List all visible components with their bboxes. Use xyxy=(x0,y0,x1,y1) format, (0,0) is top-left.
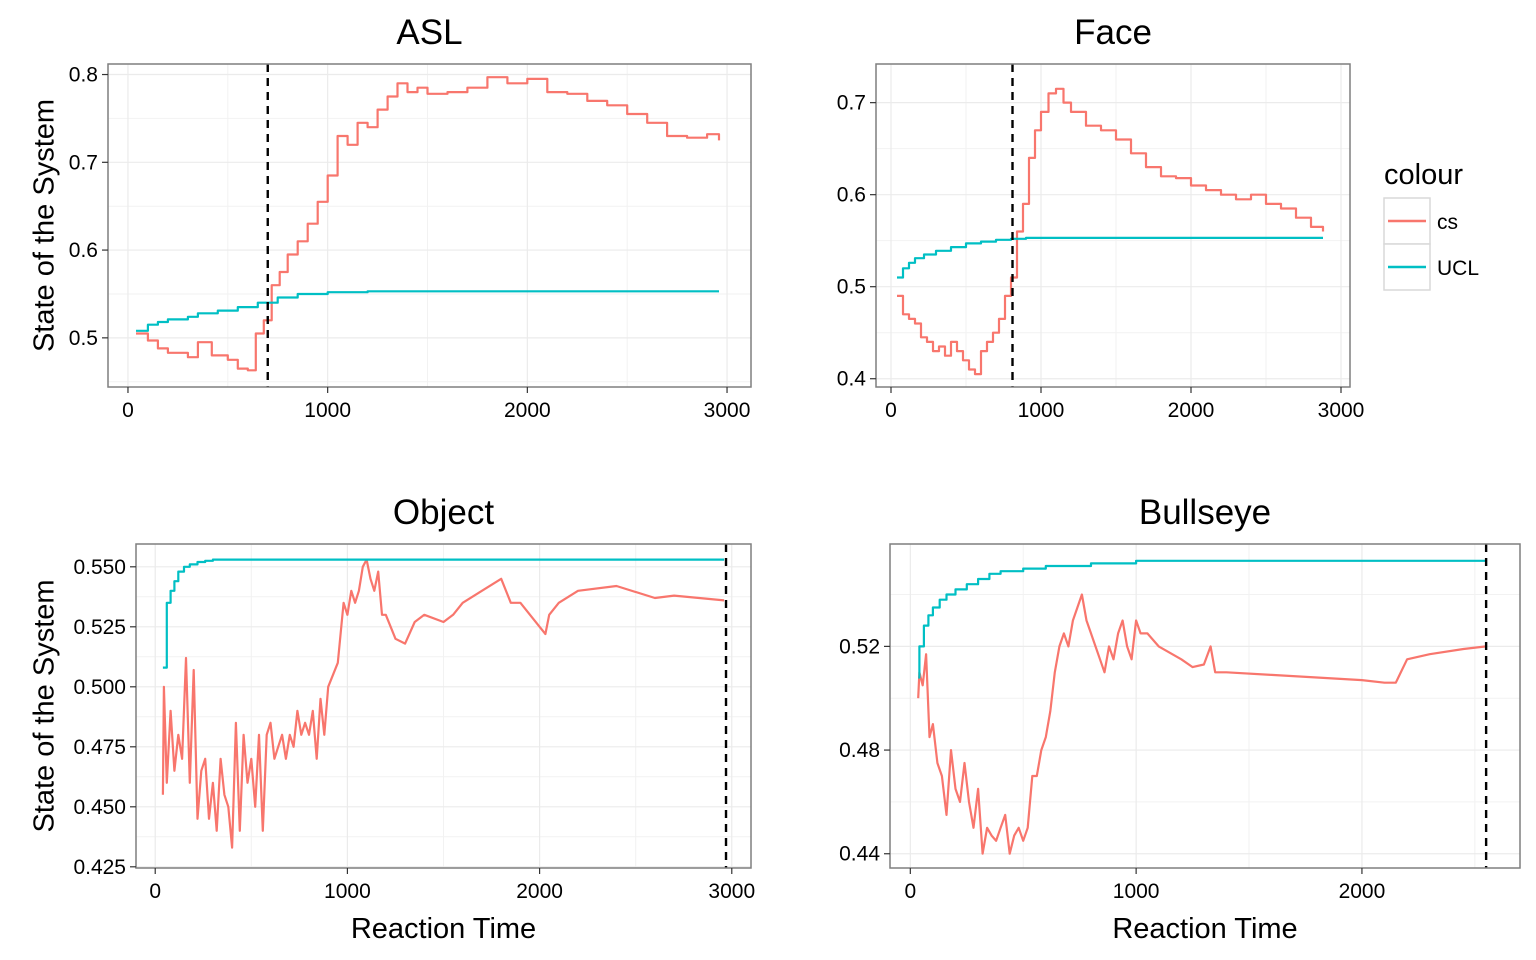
y-tick-label: 0.6 xyxy=(69,239,98,262)
y-tick-label: 0.7 xyxy=(837,92,866,115)
panel-border xyxy=(107,63,752,388)
y-tick-label: 0.44 xyxy=(839,843,880,866)
y-tick-label: 0.500 xyxy=(73,676,126,699)
panel-title: Object xyxy=(393,493,494,532)
y-tick-label: 0.475 xyxy=(73,736,126,759)
plot-background xyxy=(876,64,1350,387)
panel-title: Bullseye xyxy=(1139,493,1271,532)
y-tick-label: 0.5 xyxy=(69,327,98,350)
legend-entry-ucl: UCL xyxy=(1383,243,1479,291)
series-group xyxy=(136,64,721,387)
x-tick-label: 1000 xyxy=(324,880,371,903)
legend-title: colour xyxy=(1384,159,1463,191)
grid-lines xyxy=(108,64,751,387)
x-tick-label: 3000 xyxy=(708,880,755,903)
panels: 0 1000 2000 3000 0.5 0.6 0.7 0.8 ASL State of the… xyxy=(29,13,1521,945)
panel-object: 0 1000 2000 3000 0.425 0.450 0.475 0.500 0.525 0.… xyxy=(29,493,755,945)
x-tick-label: 1000 xyxy=(1018,399,1065,422)
plot-background xyxy=(890,544,1520,868)
series-line-cs xyxy=(917,593,1487,855)
panel-title: ASL xyxy=(396,13,462,52)
legend-entry-cs: cs xyxy=(1383,197,1458,245)
x-tick-label: 3000 xyxy=(1318,399,1365,422)
y-tick-label: 0.48 xyxy=(839,739,880,762)
panel-border xyxy=(135,543,752,869)
y-tick-label: 0.4 xyxy=(837,368,867,391)
grid-lines xyxy=(876,64,1350,387)
y-tick-label: 0.7 xyxy=(69,151,98,174)
x-tick-label: 0 xyxy=(122,399,134,422)
panel-face: 0 1000 2000 3000 0.4 0.5 0.6 0.7 Face xyxy=(837,13,1365,422)
x-axis-title: Reaction Time xyxy=(1112,913,1297,945)
legend: colour cs UCL xyxy=(1383,159,1479,291)
plot-background xyxy=(108,64,751,387)
x-tick-label: 0 xyxy=(885,399,897,422)
x-tick-label: 0 xyxy=(149,880,161,903)
panel-title: Face xyxy=(1074,13,1152,52)
series-group xyxy=(897,64,1325,387)
panel-asl: 0 1000 2000 3000 0.5 0.6 0.7 0.8 ASL State of the… xyxy=(29,13,752,422)
y-tick-label: 0.52 xyxy=(839,635,880,658)
y-tick-label: 0.5 xyxy=(837,276,866,299)
y-tick-label: 0.525 xyxy=(73,616,126,639)
series-line-ucl xyxy=(136,290,719,332)
y-axis-title: State of the System xyxy=(29,579,61,832)
y-tick-label: 0.450 xyxy=(73,796,126,819)
series-line-ucl xyxy=(897,236,1323,279)
panel-bullseye: 0 1000 2000 0.44 0.48 0.52 Bullseye Reaction Ti… xyxy=(839,493,1521,945)
x-tick-label: 2000 xyxy=(504,399,551,422)
x-tick-label: 3000 xyxy=(704,399,751,422)
series-line-cs xyxy=(161,558,725,849)
legend-label-cs: cs xyxy=(1437,211,1458,234)
series-line-ucl xyxy=(918,559,1487,679)
x-tick-label: 2000 xyxy=(1339,880,1386,903)
x-tick-label: 1000 xyxy=(304,399,351,422)
series-line-cs xyxy=(897,87,1325,376)
panel-border xyxy=(889,543,1521,869)
y-tick-label: 0.550 xyxy=(73,556,126,579)
series-line-ucl xyxy=(162,558,725,669)
y-tick-label: 0.425 xyxy=(73,856,126,879)
grid-lines xyxy=(890,544,1520,868)
x-tick-label: 2000 xyxy=(516,880,563,903)
series-group xyxy=(917,544,1488,868)
x-tick-label: 0 xyxy=(904,880,916,903)
series-group xyxy=(161,544,728,868)
y-tick-label: 0.6 xyxy=(837,184,866,207)
x-axis-title: Reaction Time xyxy=(351,913,536,945)
y-axis-title: State of the System xyxy=(29,99,61,352)
legend-label-ucl: UCL xyxy=(1437,257,1479,280)
panel-border xyxy=(875,63,1351,388)
x-tick-label: 1000 xyxy=(1113,880,1160,903)
y-tick-label: 0.8 xyxy=(69,64,98,87)
series-line-cs xyxy=(136,76,721,372)
x-tick-label: 2000 xyxy=(1168,399,1215,422)
